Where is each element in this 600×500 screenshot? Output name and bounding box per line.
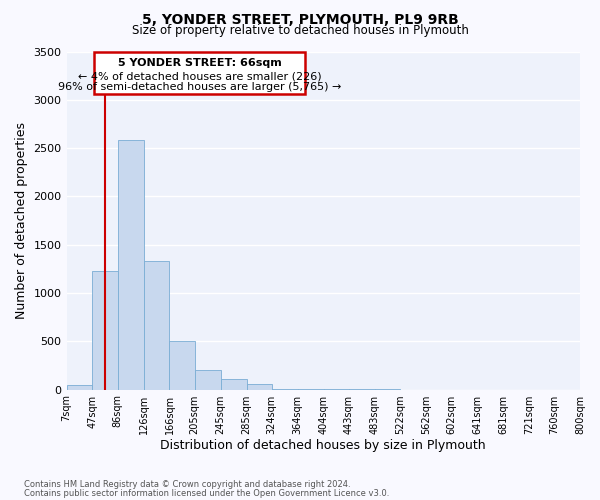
X-axis label: Distribution of detached houses by size in Plymouth: Distribution of detached houses by size … — [160, 440, 486, 452]
Text: Contains public sector information licensed under the Open Government Licence v3: Contains public sector information licen… — [24, 489, 389, 498]
Bar — [195, 370, 221, 390]
Bar — [221, 379, 247, 390]
Y-axis label: Number of detached properties: Number of detached properties — [15, 122, 28, 319]
Text: ← 4% of detached houses are smaller (226): ← 4% of detached houses are smaller (226… — [78, 72, 322, 82]
Bar — [118, 140, 143, 390]
Text: Contains HM Land Registry data © Crown copyright and database right 2024.: Contains HM Land Registry data © Crown c… — [24, 480, 350, 489]
Bar — [67, 385, 92, 390]
Text: 96% of semi-detached houses are larger (5,765) →: 96% of semi-detached houses are larger (… — [58, 82, 341, 92]
Text: 5, YONDER STREET, PLYMOUTH, PL9 9RB: 5, YONDER STREET, PLYMOUTH, PL9 9RB — [142, 12, 458, 26]
Text: Size of property relative to detached houses in Plymouth: Size of property relative to detached ho… — [131, 24, 469, 37]
Bar — [92, 271, 118, 390]
Bar — [247, 384, 272, 390]
Bar — [272, 388, 298, 390]
Text: 5 YONDER STREET: 66sqm: 5 YONDER STREET: 66sqm — [118, 58, 281, 68]
FancyBboxPatch shape — [94, 52, 305, 94]
Bar — [143, 261, 169, 390]
Bar — [169, 342, 195, 390]
